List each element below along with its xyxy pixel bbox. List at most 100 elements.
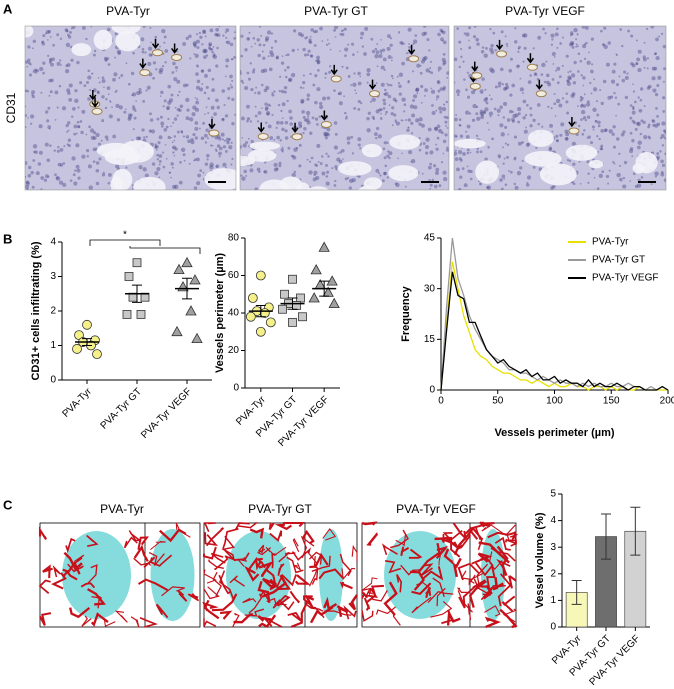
nucleus [92,136,97,140]
nucleus [357,99,361,104]
nucleus [207,112,210,115]
nucleus [254,91,257,94]
nucleus [596,187,600,190]
nucleus [32,159,36,162]
vessel-render [322,528,337,541]
nucleus [389,37,393,40]
nucleus [654,92,659,97]
nucleus [455,114,458,116]
nucleus [321,40,324,42]
nucleus [569,42,573,47]
nucleus [207,97,211,100]
nucleus [583,129,586,132]
nucleus [503,157,506,160]
nucleus [323,131,328,136]
nucleus [81,154,86,159]
vessel-render [128,530,142,542]
vessel-render [150,540,166,550]
nucleus [498,156,501,159]
nucleus [326,96,331,100]
nucleus [386,82,388,85]
nucleus [517,64,520,67]
nucleus [216,105,220,110]
nucleus [383,102,387,106]
nucleus [390,112,394,116]
nucleus [571,45,575,49]
nucleus [106,138,109,141]
nucleus [458,65,462,69]
nucleus [612,145,617,149]
nucleus [339,32,343,36]
vessel-render [482,522,495,528]
nucleus [202,29,206,33]
nucleus [303,126,307,131]
nucleus [384,88,387,92]
nucleus [215,64,219,68]
nucleus [31,47,34,50]
nucleus [231,58,233,61]
vessel-render [52,565,62,578]
y-tick-label: 0 [550,622,556,633]
vessel-render [396,574,403,593]
vessel-render [489,584,506,590]
nucleus [395,182,400,188]
nucleus [128,115,132,120]
nucleus [650,26,655,29]
nucleus [210,105,215,110]
nucleus [324,136,328,140]
nucleus [472,35,477,39]
nucleus [419,64,422,67]
y-axis-label: Vessel volume (%) [534,512,546,608]
nucleus [418,117,423,122]
nucleus [353,106,357,110]
nucleus [314,117,319,121]
nucleus [172,61,176,66]
nucleus [469,177,473,181]
nucleus [462,152,466,156]
vessel-render [474,526,484,550]
nucleus [273,162,278,168]
nucleus [88,185,93,190]
nucleus [51,57,55,61]
nucleus [140,37,145,42]
nucleus [224,150,228,153]
nucleus [81,26,86,30]
nucleus [494,85,498,89]
nucleus [170,176,172,179]
nucleus [88,125,91,129]
nucleus [221,89,226,93]
nucleus [645,27,649,30]
nucleus [256,120,260,123]
nucleus [523,33,528,38]
nucleus [582,117,585,120]
nucleus [384,164,388,168]
nucleus [202,30,207,35]
vessel [369,90,381,98]
nucleus [376,43,379,45]
nucleus [610,79,616,84]
nucleus [590,141,593,145]
nucleus [440,161,444,164]
nucleus [489,47,494,52]
nucleus [173,139,176,142]
nucleus [554,115,557,117]
data-point [288,317,297,327]
nucleus [634,184,639,189]
arrow [526,53,535,64]
nucleus [210,116,214,119]
nucleus [463,78,466,81]
nucleus [499,178,503,182]
nucleus [159,115,163,119]
nucleus [338,159,343,164]
nucleus [525,126,528,129]
vessel [535,90,547,98]
nucleus [240,79,244,83]
nucleus [472,103,477,109]
nucleus [545,60,548,63]
nucleus [156,153,159,157]
nucleus [656,115,659,118]
nucleus [481,46,485,49]
nucleus [87,75,92,80]
nucleus [509,57,513,61]
nucleus [386,154,390,158]
